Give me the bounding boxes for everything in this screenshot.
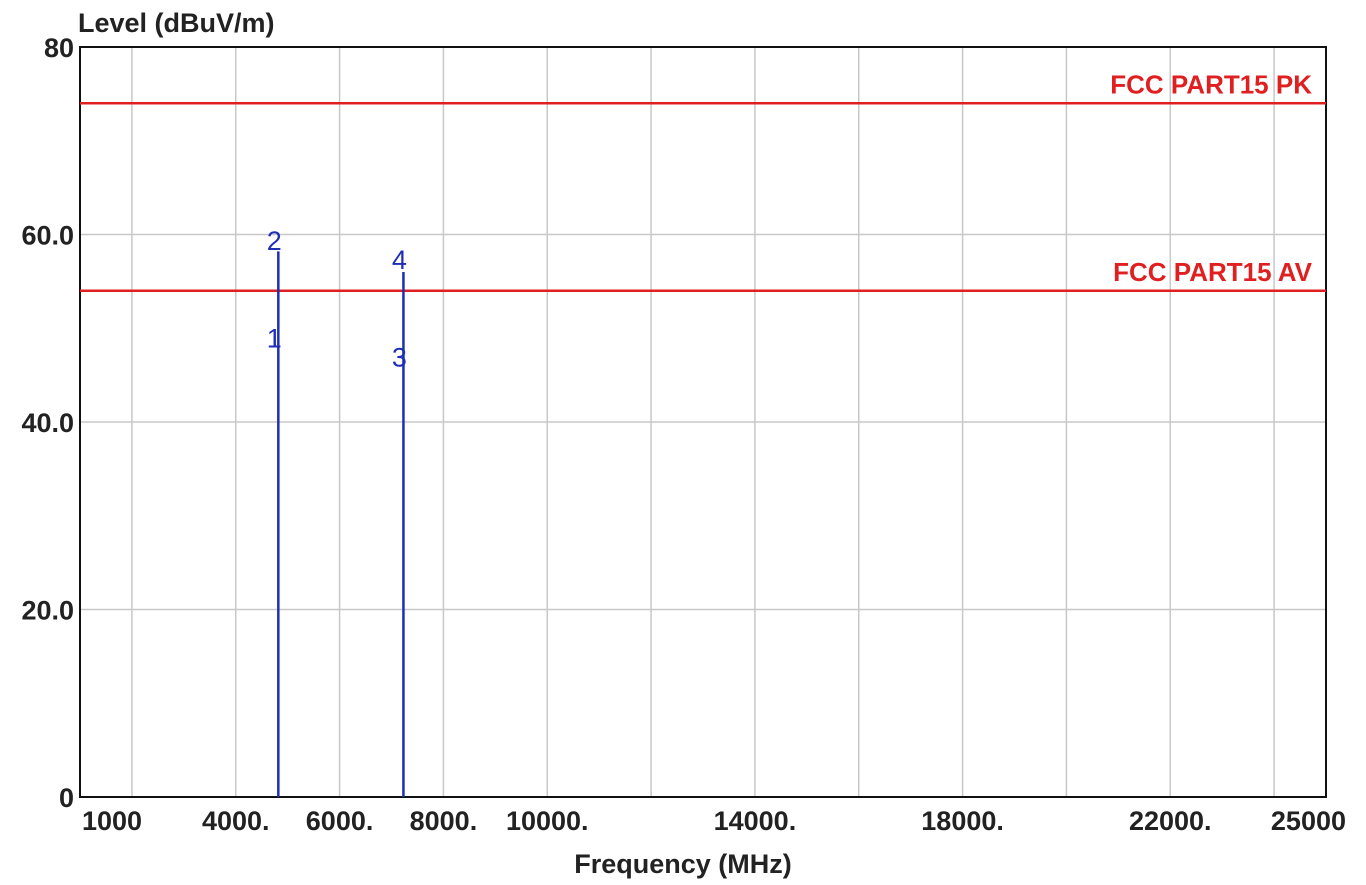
limit-line-label: FCC PART15 PK	[1110, 69, 1312, 99]
y-tick-label: 80	[44, 33, 74, 63]
x-axis-title: Frequency (MHz)	[574, 849, 792, 879]
marker-label: 4	[392, 245, 407, 275]
x-tick-label: 18000.	[921, 806, 1004, 836]
y-axis-title: Level (dBuV/m)	[78, 8, 275, 38]
y-axis-ticks: 0 20.0 40.0 60.0 80	[21, 33, 74, 813]
x-tick-label: 1000	[82, 806, 142, 836]
marker-label: 1	[267, 324, 282, 354]
limit-lines: FCC PART15 PK FCC PART15 AV	[80, 69, 1326, 292]
y-tick-label: 40.0	[21, 408, 74, 438]
grid	[80, 47, 1326, 797]
x-tick-label: 25000	[1271, 806, 1346, 836]
x-tick-label: 8000.	[410, 806, 478, 836]
x-tick-label: 4000.	[202, 806, 270, 836]
plot-frame	[79, 46, 1327, 798]
marker-label: 2	[267, 226, 282, 256]
x-tick-label: 22000.	[1129, 806, 1212, 836]
x-tick-label: 14000.	[714, 806, 797, 836]
x-tick-label: 10000.	[506, 806, 589, 836]
marker-label: 3	[392, 342, 407, 372]
x-tick-label: 6000.	[306, 806, 374, 836]
x-axis-ticks: 1000 4000. 6000. 8000. 10000. 14000. 18000. 220…	[82, 806, 1346, 836]
emission-series	[277, 251, 405, 797]
marker-labels: 1 2 3 4	[267, 226, 407, 372]
limit-line-label: FCC PART15 AV	[1113, 257, 1313, 287]
y-tick-label: 0	[59, 783, 74, 813]
y-tick-label: 20.0	[21, 596, 74, 626]
y-tick-label: 60.0	[21, 221, 74, 251]
